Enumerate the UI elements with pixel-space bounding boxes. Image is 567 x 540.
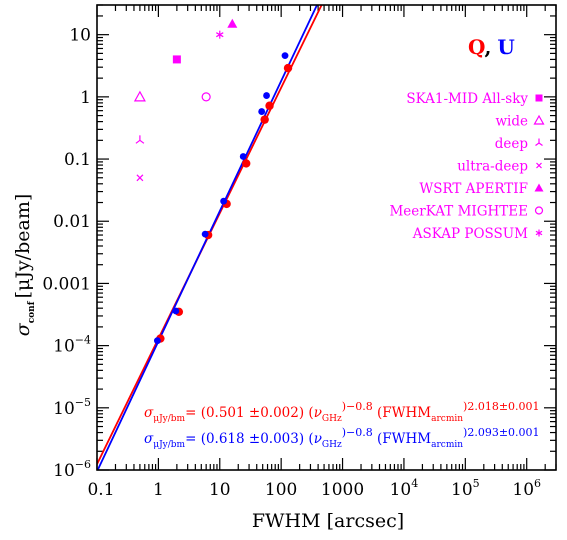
svg-text:σμJy/bm= (0.618 ±0.003) (νGHz): σμJy/bm= (0.618 ±0.003) (νGHz)−0.8 (FWHM… <box>144 426 540 450</box>
legend-label: WSRT APERTIF <box>419 181 528 197</box>
point-u <box>258 108 266 115</box>
point-u <box>281 52 289 60</box>
legend-label: MeerKAT MIGHTEE <box>389 204 528 220</box>
legend-symbol <box>535 229 543 237</box>
x-tick-label: 1 <box>153 480 164 500</box>
survey-point-4 <box>227 18 238 28</box>
survey-point-2 <box>135 135 145 144</box>
y-axis-sigma: σ <box>12 322 34 336</box>
x-tick-label: 100 <box>265 480 297 500</box>
point-u <box>153 337 161 345</box>
point-u <box>201 230 209 238</box>
fit-lines <box>97 5 323 470</box>
x-tick-label: 105 <box>451 477 480 500</box>
legend-label: SKA1-MID All-sky <box>406 91 528 107</box>
y-tick-label: 10−6 <box>53 458 91 481</box>
legend-symbol <box>536 162 542 169</box>
x-tick-label: 104 <box>390 477 419 500</box>
legend-label: wide <box>495 114 528 130</box>
legend-symbol <box>535 94 543 102</box>
svg-text:σconf[μJy/beam]: σconf[μJy/beam] <box>12 194 37 337</box>
legend-symbol <box>535 138 543 146</box>
axis-ticks <box>96 4 557 471</box>
legend-symbol <box>534 206 544 215</box>
x-tick-label: 0.1 <box>87 480 114 500</box>
survey-legend: SKA1-MID All-sky wide deep ultra-deep WSRT A… <box>389 91 545 242</box>
y-tick-label: 0.01 <box>53 212 91 232</box>
survey-point-5 <box>201 92 211 102</box>
fit-equation-q: σμJy/bm= (0.501 ±0.002) (νGHz)−0.8 (FWHM… <box>144 400 540 424</box>
x-tick-label: 106 <box>512 477 541 500</box>
x-tick-label: 10 <box>209 480 231 500</box>
y-axis-title: σconf[μJy/beam] <box>12 194 37 337</box>
y-tick-label: 10 <box>69 26 91 46</box>
survey-point-0 <box>172 55 181 64</box>
legend-symbol <box>533 114 545 125</box>
point-u <box>172 307 180 315</box>
legend-symbol <box>534 183 544 192</box>
y-tick-label: 10−4 <box>53 334 91 357</box>
point-q <box>283 63 293 73</box>
plot-frame <box>96 4 557 471</box>
y-tick-label: 10−5 <box>53 396 91 419</box>
survey-point-3 <box>136 174 144 182</box>
y-tick-label: 0.001 <box>42 274 91 294</box>
y-tick-label: 0.1 <box>64 150 91 170</box>
legend-label: ASKAP POSSUM <box>412 226 528 242</box>
qu-label-q: Q <box>468 35 485 59</box>
data-points <box>153 52 293 345</box>
point-u <box>239 153 247 160</box>
qu-label: Q, U <box>468 35 515 59</box>
survey-markers <box>133 18 238 182</box>
fit-equation-u: σμJy/bm= (0.618 ±0.003) (νGHz)−0.8 (FWHM… <box>144 426 540 450</box>
qu-label-u: U <box>497 35 514 59</box>
svg-text:Q,U: Q, U <box>468 35 515 59</box>
point-q <box>242 159 251 168</box>
legend-label: ultra-deep <box>457 159 528 175</box>
legend-label: deep <box>495 136 528 152</box>
fit-line-q <box>97 5 323 465</box>
y-axis-unit: [μJy/beam] <box>12 194 34 299</box>
x-tick-label: 1000 <box>321 480 364 500</box>
qu-label-sep: , <box>484 35 491 59</box>
point-q <box>260 115 269 124</box>
point-q <box>265 101 274 110</box>
fit-line-u <box>97 5 318 470</box>
survey-point-6 <box>216 30 224 39</box>
y-tick-label: 1 <box>80 88 91 108</box>
survey-point-1 <box>133 90 146 102</box>
tick-labels: 0.1 1 10 100 1000 104 105 106 10 1 0.1 0.01 0.001 10−… <box>42 26 541 500</box>
y-axis-sub: conf <box>27 300 37 323</box>
point-u <box>263 92 270 99</box>
svg-text:σμJy/bm= (0.501 ±0.002) (νGHz): σμJy/bm= (0.501 ±0.002) (νGHz)−0.8 (FWHM… <box>144 400 540 424</box>
point-u <box>220 197 228 205</box>
x-axis-title: FWHM [arcsec] <box>252 510 404 532</box>
